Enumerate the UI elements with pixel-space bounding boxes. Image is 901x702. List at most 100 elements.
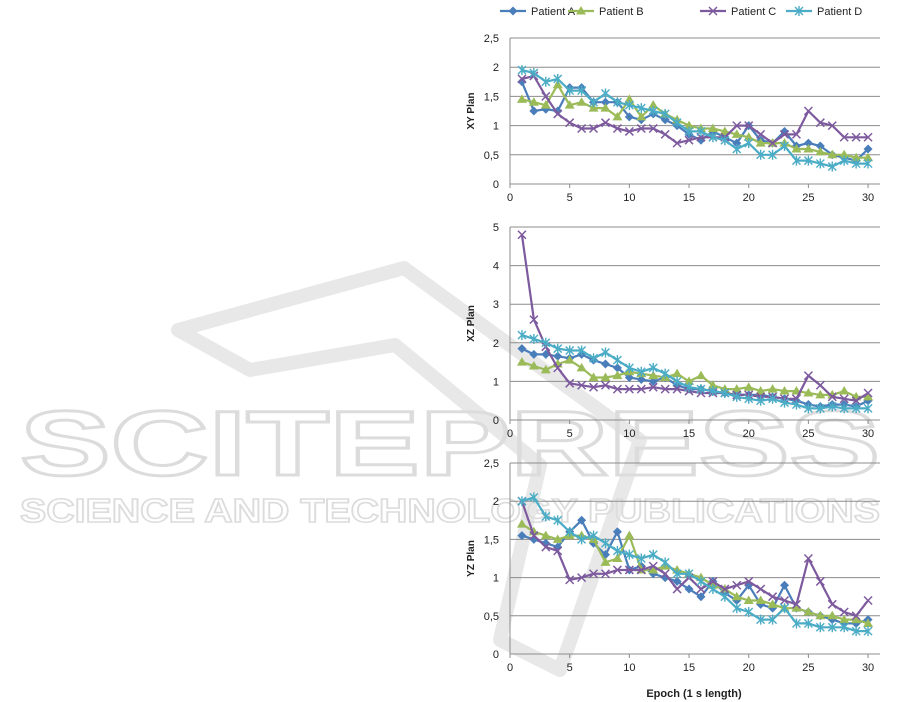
data-point: [780, 603, 790, 614]
data-point: [612, 370, 623, 380]
data-point: [851, 396, 861, 406]
data-point: [612, 553, 623, 562]
data-point: [851, 158, 861, 169]
data-point: [672, 117, 682, 128]
data-point: [529, 315, 539, 325]
data-point: [815, 158, 825, 169]
series-line: [521, 496, 869, 633]
x-tick-label: 5: [567, 662, 573, 674]
y-axis-label: XZ Plan: [466, 305, 477, 342]
data-point: [589, 382, 599, 392]
data-point: [780, 141, 790, 152]
data-point: [612, 355, 622, 366]
data-point: [660, 569, 670, 579]
data-point: [600, 569, 611, 579]
data-point: [768, 149, 778, 160]
data-point: [600, 88, 610, 99]
data-point: [517, 531, 527, 541]
data-point: [696, 126, 706, 137]
data-point: [863, 388, 873, 398]
data-point: [755, 138, 766, 147]
data-point: [839, 607, 849, 617]
x-tick-label: 25: [802, 662, 814, 674]
y-tick-label: 1: [493, 121, 499, 133]
data-point: [600, 347, 610, 358]
data-point: [636, 374, 646, 384]
series-line: [521, 83, 869, 159]
series-patient-d: [517, 330, 873, 414]
data-point: [708, 386, 718, 397]
data-point: [624, 100, 634, 111]
series-line: [521, 74, 869, 145]
data-point: [540, 364, 551, 374]
data-point: [744, 606, 754, 617]
data-point: [779, 386, 790, 395]
data-point: [708, 132, 718, 143]
data-point: [695, 370, 706, 380]
data-point: [648, 564, 659, 574]
x-tick-label: 0: [507, 428, 513, 440]
data-point: [612, 527, 622, 537]
data-point: [815, 389, 826, 399]
data-point: [564, 355, 575, 364]
data-point: [600, 380, 611, 390]
x-tick-label: 20: [743, 662, 755, 674]
data-point: [696, 584, 706, 594]
legend-marker: [508, 6, 518, 16]
x-tick-label: 15: [683, 192, 695, 204]
y-tick-label: 1: [493, 573, 499, 585]
data-point: [577, 534, 587, 545]
legend-label: Patient A: [531, 6, 576, 18]
data-point: [576, 362, 587, 372]
data-point: [624, 94, 635, 103]
data-point: [541, 76, 551, 87]
legend-label: Patient D: [817, 6, 862, 18]
data-point: [552, 79, 563, 89]
data-point: [791, 603, 802, 612]
x-tick-label: 10: [623, 192, 635, 204]
series-line: [521, 69, 869, 168]
data-point: [803, 403, 813, 414]
y-tick-label: 1,5: [484, 534, 499, 546]
data-point: [827, 149, 838, 159]
series-patient-b: [516, 355, 874, 401]
data-point: [600, 372, 611, 382]
data-point: [731, 591, 742, 601]
y-tick-label: 0: [493, 415, 499, 427]
data-point: [660, 129, 670, 139]
y-tick-label: 2,5: [484, 458, 499, 470]
data-point: [553, 515, 563, 526]
data-point: [791, 155, 801, 166]
data-point: [720, 584, 730, 594]
data-point: [720, 135, 730, 146]
data-point: [565, 575, 575, 585]
x-tick-label: 5: [567, 192, 573, 204]
x-tick-label: 10: [623, 662, 635, 674]
data-point: [863, 158, 873, 169]
data-point: [803, 143, 814, 153]
data-point: [672, 568, 682, 579]
x-tick-label: 25: [802, 428, 814, 440]
data-point: [528, 97, 539, 106]
data-point: [768, 614, 778, 625]
data-point: [648, 362, 658, 373]
data-point: [791, 599, 801, 609]
data-point: [732, 121, 742, 131]
data-point: [624, 126, 634, 136]
data-point: [648, 106, 658, 116]
data-point: [672, 576, 682, 586]
y-tick-label: 3: [493, 299, 499, 311]
data-point: [589, 353, 599, 364]
data-point: [815, 380, 825, 390]
data-point: [827, 121, 837, 131]
data-point: [863, 391, 874, 401]
data-point: [529, 106, 539, 116]
data-point: [660, 368, 670, 379]
data-point: [744, 393, 754, 404]
data-point: [780, 580, 790, 590]
y-tick-label: 1: [493, 376, 499, 388]
series-patient-d: [517, 65, 873, 172]
data-point: [529, 68, 539, 79]
data-point: [553, 546, 563, 556]
data-point: [839, 622, 849, 633]
